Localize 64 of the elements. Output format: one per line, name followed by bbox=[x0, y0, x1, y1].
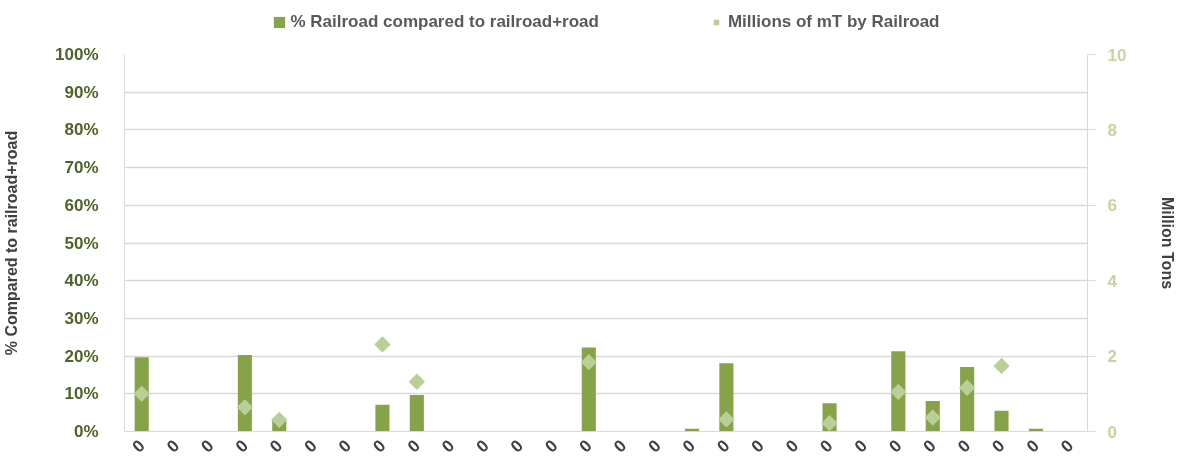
bar bbox=[994, 410, 1009, 432]
y-tick-label: 70% bbox=[64, 158, 99, 178]
point bbox=[718, 411, 735, 428]
x-tick-label: 0 bbox=[472, 436, 493, 457]
x-tick-label: 0 bbox=[266, 436, 287, 457]
x-tick-label: 0 bbox=[575, 436, 596, 457]
x-tick-label: 0 bbox=[954, 436, 975, 457]
y-tick-label: 90% bbox=[64, 82, 99, 102]
y2-axis-title: Million Tons bbox=[1159, 196, 1177, 290]
y2-tick-label: 4 bbox=[1107, 271, 1118, 291]
x-tick-label: 0 bbox=[403, 436, 424, 457]
y2-tick-label: 0 bbox=[1107, 422, 1117, 442]
x-tick-label: 0 bbox=[678, 436, 700, 457]
y-tick-label: 100% bbox=[55, 45, 99, 64]
x-tick-label: 0 bbox=[335, 436, 356, 457]
x-tick-label: 0 bbox=[816, 436, 837, 457]
y-tick-label: 50% bbox=[64, 233, 99, 253]
point bbox=[236, 399, 254, 416]
y2-tick-label: 8 bbox=[1107, 120, 1117, 140]
x-tick-label: 0 bbox=[782, 436, 803, 457]
x-tick-label: 0 bbox=[747, 436, 768, 457]
point bbox=[133, 385, 150, 402]
x-tick-label: 0 bbox=[1022, 436, 1043, 457]
y2-tick-label: 6 bbox=[1107, 196, 1117, 216]
bar bbox=[409, 394, 424, 432]
point bbox=[958, 379, 976, 396]
point bbox=[821, 415, 838, 432]
point bbox=[271, 411, 288, 428]
y-tick-label: 0% bbox=[73, 422, 99, 441]
bar bbox=[375, 404, 390, 432]
x-tick-label: 0 bbox=[506, 436, 528, 457]
y-tick-label: 10% bbox=[64, 384, 99, 404]
x-tick-label: 0 bbox=[850, 436, 872, 457]
y-tick-label: 20% bbox=[64, 346, 99, 366]
x-tick-label: 0 bbox=[231, 436, 252, 457]
y2-tick-label: 10 bbox=[1107, 45, 1127, 65]
y2-tick-label: 2 bbox=[1107, 347, 1117, 367]
x-tick-label: 0 bbox=[369, 436, 390, 457]
y-tick-label: 80% bbox=[64, 120, 99, 140]
y-tick-label: 60% bbox=[64, 195, 99, 215]
point bbox=[890, 383, 907, 401]
x-tick-label: 0 bbox=[610, 436, 631, 457]
point bbox=[924, 409, 941, 426]
legend-label: % Railroad compared to railroad+road bbox=[290, 12, 599, 32]
x-tick-label: 0 bbox=[988, 436, 1009, 457]
y-tick-label: 30% bbox=[64, 308, 99, 328]
legend-label: Millions of mT by Railroad bbox=[727, 12, 940, 32]
y-axis-title: % Compared to railroad+road bbox=[3, 130, 21, 356]
x-tick-label: 0 bbox=[197, 436, 218, 457]
point bbox=[993, 357, 1010, 375]
y-tick-label: 40% bbox=[64, 271, 99, 291]
x-tick-label: 0 bbox=[163, 436, 184, 457]
x-tick-label: 0 bbox=[644, 436, 665, 457]
point bbox=[408, 373, 425, 390]
x-tick-label: 0 bbox=[1057, 436, 1078, 457]
point bbox=[580, 353, 597, 371]
x-tick-label: 0 bbox=[128, 436, 149, 457]
point bbox=[374, 336, 391, 353]
x-tick-label: 0 bbox=[541, 436, 562, 457]
x-tick-label: 0 bbox=[713, 436, 734, 457]
x-tick-label: 0 bbox=[919, 436, 940, 457]
x-tick-label: 0 bbox=[438, 436, 459, 457]
x-tick-label: 0 bbox=[885, 436, 906, 457]
x-tick-label: 0 bbox=[300, 436, 321, 457]
